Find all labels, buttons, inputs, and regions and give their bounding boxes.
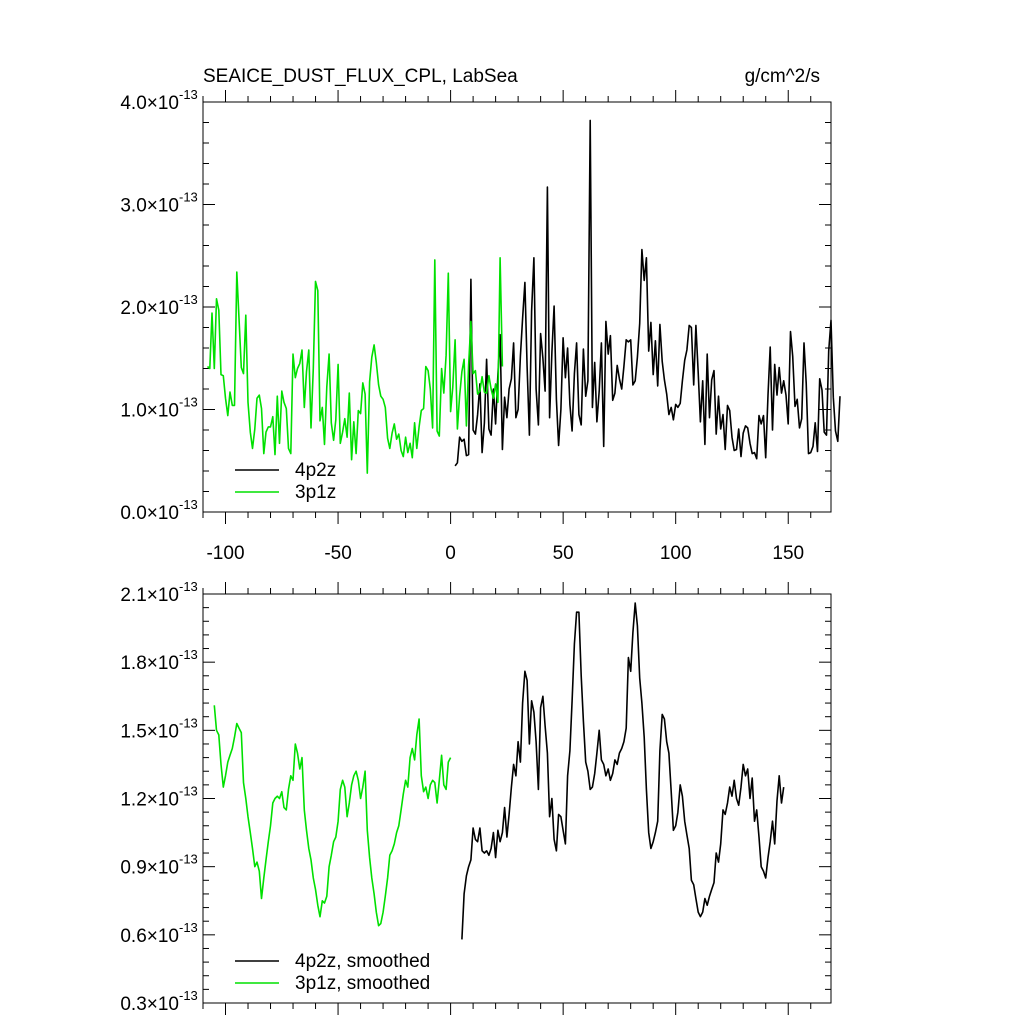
y-tick-label: 0.6×10 — [120, 926, 179, 947]
y-tick-exponent: -13 — [179, 784, 198, 799]
y-tick-base: ×10 — [147, 653, 179, 674]
x-tick-label: 150 — [772, 543, 804, 564]
bottom-panel: 0.3×10 -130.6×10 -130.9×10 -131.2×10 -131.5×… — [120, 579, 832, 1015]
x-tick-label: -100 — [206, 543, 244, 564]
y-tick-mantissa: 0.9 — [120, 858, 146, 879]
y-tick-mantissa: 0.0 — [120, 503, 146, 524]
y-tick-exponent: -13 — [179, 292, 198, 307]
y-tick-base: ×10 — [147, 401, 179, 422]
x-tick-label: 50 — [553, 543, 574, 564]
x-tick-label: 100 — [660, 543, 692, 564]
top-panel: 0.0×10 -131.0×10 -132.0×10 -133.0×10 -134.0×… — [120, 87, 841, 564]
y-tick-label: 0.0×10 — [120, 503, 179, 524]
y-tick-label: 0.3×10 — [120, 994, 179, 1015]
y-tick-label: 2.1×10 — [120, 585, 179, 606]
y-tick-mantissa: 3.0 — [120, 196, 146, 217]
chart-title: SEAICE_DUST_FLUX_CPL, LabSea — [203, 66, 518, 87]
y-tick-exponent: -13 — [179, 852, 198, 867]
y-tick-exponent: -13 — [179, 395, 198, 410]
y-tick-label: 2.0×10 — [120, 298, 179, 319]
y-tick-exponent: -13 — [179, 87, 198, 102]
y-tick-label: 1.5×10 — [120, 721, 179, 742]
plot-frame — [202, 101, 832, 513]
legend-label: 4p2z, smoothed — [295, 951, 430, 972]
y-tick-base: ×10 — [147, 298, 179, 319]
y-tick-mantissa: 2.1 — [120, 585, 146, 606]
y-tick-base: ×10 — [147, 858, 179, 879]
y-tick-mantissa: 0.3 — [120, 994, 146, 1015]
series-line — [461, 602, 785, 940]
y-tick-mantissa: 0.6 — [120, 926, 146, 947]
legend-label: 4p2z — [295, 460, 336, 481]
y-tick-base: ×10 — [147, 503, 179, 524]
y-tick-label: 0.9×10 — [120, 858, 179, 879]
y-tick-base: ×10 — [147, 926, 179, 947]
y-tick-exponent: -13 — [179, 647, 198, 662]
y-tick-mantissa: 1.0 — [120, 401, 146, 422]
y-tick-mantissa: 4.0 — [120, 93, 146, 114]
y-tick-exponent: -13 — [179, 579, 198, 594]
y-tick-exponent: -13 — [179, 190, 198, 205]
y-tick-mantissa: 1.2 — [120, 790, 146, 811]
y-tick-exponent: -13 — [179, 715, 198, 730]
y-tick-exponent: -13 — [179, 988, 198, 1003]
y-tick-label: 1.2×10 — [120, 790, 179, 811]
y-tick-label: 4.0×10 — [120, 93, 179, 114]
y-tick-mantissa: 2.0 — [120, 298, 146, 319]
y-tick-base: ×10 — [147, 994, 179, 1015]
y-tick-base: ×10 — [147, 721, 179, 742]
y-tick-label: 1.0×10 — [120, 401, 179, 422]
units-label: g/cm^2/s — [745, 66, 820, 87]
series-line — [213, 705, 452, 927]
x-tick-label: 0 — [445, 543, 456, 564]
y-tick-label: 3.0×10 — [120, 196, 179, 217]
y-tick-mantissa: 1.5 — [120, 721, 146, 742]
legend-label: 3p1z — [295, 482, 336, 503]
legend-label: 3p1z, smoothed — [295, 973, 430, 994]
y-tick-exponent: -13 — [179, 497, 198, 512]
series-line — [206, 256, 504, 474]
y-tick-mantissa: 1.8 — [120, 653, 146, 674]
y-tick-base: ×10 — [147, 196, 179, 217]
y-tick-base: ×10 — [147, 93, 179, 114]
x-tick-label: -50 — [324, 543, 351, 564]
y-tick-label: 1.8×10 — [120, 653, 179, 674]
y-tick-base: ×10 — [147, 585, 179, 606]
y-tick-exponent: -13 — [179, 920, 198, 935]
series-line — [454, 119, 841, 467]
y-tick-base: ×10 — [147, 790, 179, 811]
